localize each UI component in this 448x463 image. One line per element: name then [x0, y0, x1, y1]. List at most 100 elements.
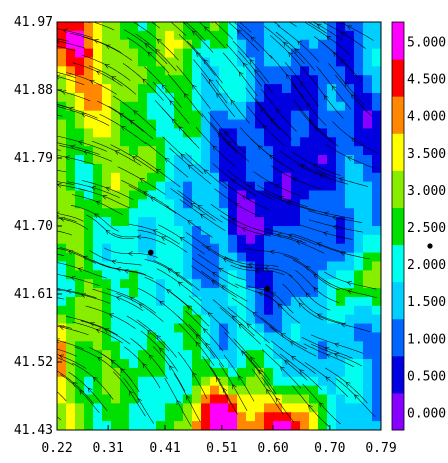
- streamline: [80, 320, 131, 345]
- streamline: [69, 32, 122, 54]
- streamline: [57, 184, 87, 191]
- streamline: [135, 154, 181, 188]
- streamline: [292, 259, 340, 291]
- streamline-arrow: [195, 341, 201, 347]
- colorbar-label: 3.000: [407, 184, 446, 199]
- streamline: [57, 370, 94, 405]
- streamline: [316, 243, 370, 260]
- streamline-arrow: [97, 357, 103, 362]
- streamline-arrow: [119, 113, 125, 118]
- streamline-arrow: [178, 126, 184, 132]
- streamline: [89, 250, 142, 266]
- streamline-arrow: [279, 366, 285, 372]
- streamline: [57, 339, 84, 350]
- streamline-arrow: [113, 11, 118, 15]
- streamline: [271, 165, 322, 190]
- streamline: [332, 121, 378, 154]
- streamline: [210, 203, 260, 231]
- streamline: [212, 299, 255, 337]
- streamline-arrow: [61, 90, 67, 95]
- streamline: [162, 136, 204, 175]
- colorbar-dot: [427, 243, 433, 249]
- streamline: [144, 259, 193, 287]
- streamline-arrow: [334, 342, 340, 348]
- streamline: [269, 326, 317, 357]
- streamline: [57, 230, 72, 236]
- plot-area: [46, 11, 381, 430]
- streamline-arrow: [136, 234, 142, 240]
- streamline-arrow: [269, 154, 275, 160]
- streamline-arrow: [57, 74, 61, 80]
- streamline: [284, 62, 319, 107]
- streamline: [202, 356, 231, 404]
- streamline-arrow: [46, 42, 50, 46]
- streamline-arrow: [286, 201, 292, 206]
- streamline: [92, 288, 144, 312]
- streamline-arrow: [345, 381, 351, 387]
- streamline: [303, 343, 355, 368]
- streamline: [57, 104, 98, 119]
- streamline: [315, 169, 369, 187]
- streamline: [57, 262, 107, 279]
- streamline: [57, 45, 76, 51]
- marker-point: [264, 285, 271, 292]
- streamline: [307, 22, 327, 34]
- streamline: [179, 199, 226, 231]
- streamline: [210, 122, 250, 162]
- streamline-arrow: [144, 43, 150, 49]
- streamline: [112, 232, 166, 245]
- streamline-arrow: [87, 387, 93, 393]
- streamline: [279, 353, 322, 390]
- streamline-arrow: [338, 177, 344, 182]
- streamline-arrow: [247, 185, 253, 190]
- streamline: [298, 297, 346, 325]
- streamline-arrow: [326, 35, 332, 41]
- streamline: [197, 253, 247, 281]
- streamline: [71, 194, 124, 216]
- streamline-arrow: [288, 52, 293, 57]
- streamline-arrow: [166, 289, 172, 294]
- streamline-arrow: [176, 399, 181, 405]
- streamline-arrow: [340, 59, 346, 64]
- streamline-arrow: [280, 333, 287, 338]
- x-axis: 0.22 0.31 0.41 0.51 0.60 0.70 0.79: [41, 425, 397, 456]
- streamline: [226, 44, 263, 87]
- streamline-arrow: [222, 258, 229, 263]
- streamline: [186, 40, 223, 84]
- streamline: [57, 40, 86, 49]
- streamline: [214, 188, 262, 218]
- x-tick-label: 0.22: [41, 441, 72, 456]
- streamline: [335, 377, 376, 417]
- streamline-arrow: [277, 303, 283, 309]
- streamline: [246, 105, 286, 147]
- streamline-arrow: [58, 354, 65, 360]
- streamline: [104, 247, 159, 258]
- streamline: [164, 378, 192, 427]
- streamline: [215, 79, 250, 124]
- x-tick-label: 0.70: [314, 441, 345, 456]
- marker-point: [147, 249, 154, 256]
- y-tick-label: 41.97: [14, 15, 53, 30]
- streamline: [201, 270, 248, 302]
- streamline: [126, 315, 170, 352]
- streamline: [195, 127, 236, 167]
- streamline: [224, 332, 261, 375]
- streamline-arrow: [323, 231, 329, 236]
- streamline-arrow: [297, 40, 303, 46]
- streamline: [85, 214, 134, 239]
- streamline-arrow: [272, 11, 277, 15]
- streamline-arrow: [292, 177, 298, 183]
- streamline: [316, 66, 352, 110]
- y-tick-label: 41.52: [14, 355, 53, 370]
- streamline: [304, 362, 349, 398]
- streamline: [91, 140, 142, 166]
- streamline-arrow: [116, 296, 122, 301]
- streamline-arrow: [203, 26, 209, 32]
- streamline-arrow: [331, 85, 337, 91]
- streamline-arrow: [226, 140, 232, 146]
- streamline-arrow: [275, 397, 281, 403]
- streamline-arrow: [203, 328, 208, 334]
- streamline: [292, 385, 330, 427]
- streamline: [57, 71, 76, 79]
- colorbar: 0.000 0.500 1.000 1.500 2.000 2.500 3.000 3.500…: [391, 21, 446, 431]
